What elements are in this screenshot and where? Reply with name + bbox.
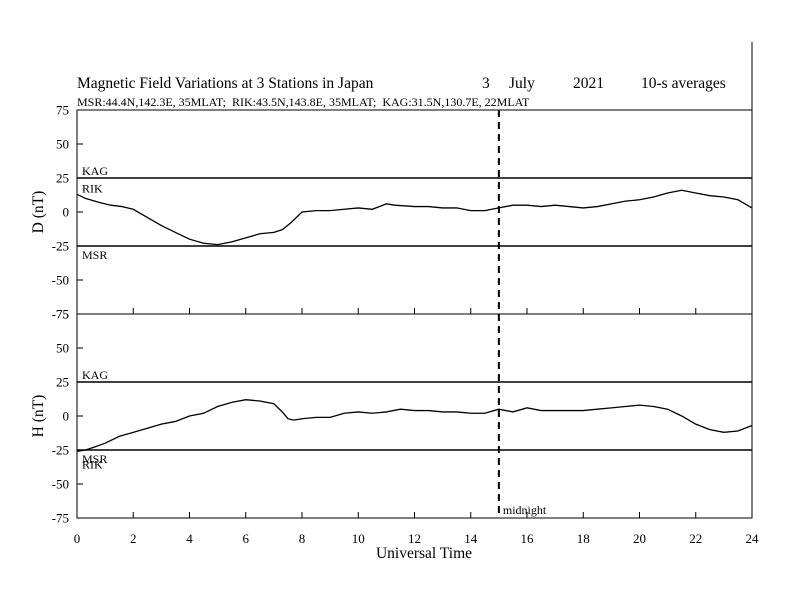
x-tick-label: 12 [408,531,421,546]
x-tick-label: 6 [243,531,250,546]
h-panel-y-tick-label: 0 [63,409,70,424]
h-panel-y-tick-label: -50 [52,477,69,492]
chart-title-averaging: 10-s averages [641,75,726,92]
d-panel-series-rik [76,189,753,246]
h-panel-y-tick-label: -75 [52,511,69,526]
d-panel-y-tick-label: 50 [56,137,69,152]
h-panel-y-tick-label: 50 [56,341,69,356]
d-panel-y-ticks [77,109,83,315]
chart-title: Magnetic Field Variations at 3 Stations … [77,75,374,92]
h-panel-frame [76,313,753,519]
x-tick-label: 20 [633,531,646,546]
d-panel-series [76,177,753,247]
d-panel-y-tick-label: 75 [56,103,69,118]
x-tick-label: 0 [74,531,81,546]
h-panel-y-axis-title: H (nT) [30,395,47,438]
d-panel-station-labels: KAG MSR RIK [82,164,108,262]
x-axis-ticks [76,308,753,518]
station-label-rik: RIK [82,457,103,471]
chart-title-day: 3 [482,75,490,92]
h-panel-y-tick-label: 75 [56,307,69,322]
d-panel-y-tick-label: -75 [52,307,69,322]
d-panel-y-tick-label: -25 [52,239,69,254]
d-panel-y-tick-label: 25 [56,171,69,186]
d-panel-y-tick-label: 0 [63,205,70,220]
x-tick-label: 16 [521,531,535,546]
x-tick-label: 4 [186,531,193,546]
station-label-kag: KAG [82,164,108,178]
station-label-kag: KAG [82,368,108,382]
x-tick-label: 8 [299,531,306,546]
station-label-msr: MSR [82,452,107,466]
h-panel-y-tick-labels: 75 50 25 0 -25 -50 -75 [52,307,69,526]
station-label-msr: MSR [82,248,107,262]
chart-subtitle: MSR:44.4N,142.3E, 35MLAT; RIK:43.5N,143.… [77,95,530,109]
h-panel-y-tick-label: -25 [52,443,69,458]
h-panel-y-tick-label: 25 [56,375,69,390]
d-panel-frame [76,109,753,315]
x-tick-label: 22 [689,531,702,546]
x-tick-label: 18 [577,531,590,546]
midnight-label: midnight [503,503,547,517]
h-panel-reference-lines [77,381,752,451]
d-panel: 75 50 25 0 -25 -50 -75 KAG MSR RIK D (nT) [30,103,753,322]
h-panel-y-ticks [77,313,83,519]
station-label-rik: RIK [82,181,103,195]
x-tick-label: 14 [464,531,478,546]
chart-title-month: July [509,75,535,92]
d-panel-reference-lines [77,177,752,247]
h-panel-series-rik [76,399,753,453]
x-axis-title: Universal Time [376,545,472,562]
x-tick-label: 24 [746,531,760,546]
x-axis-tick-labels: 0 2 4 6 8 10 12 14 16 18 20 22 24 [74,531,759,546]
x-tick-label: 2 [130,531,137,546]
d-panel-y-axis-title: D (nT) [30,191,47,234]
d-panel-y-tick-label: -50 [52,273,69,288]
chart-title-year: 2021 [573,75,604,92]
h-panel-series [76,381,753,453]
x-tick-label: 10 [352,531,365,546]
d-panel-y-tick-labels: 75 50 25 0 -25 -50 -75 [52,103,69,322]
